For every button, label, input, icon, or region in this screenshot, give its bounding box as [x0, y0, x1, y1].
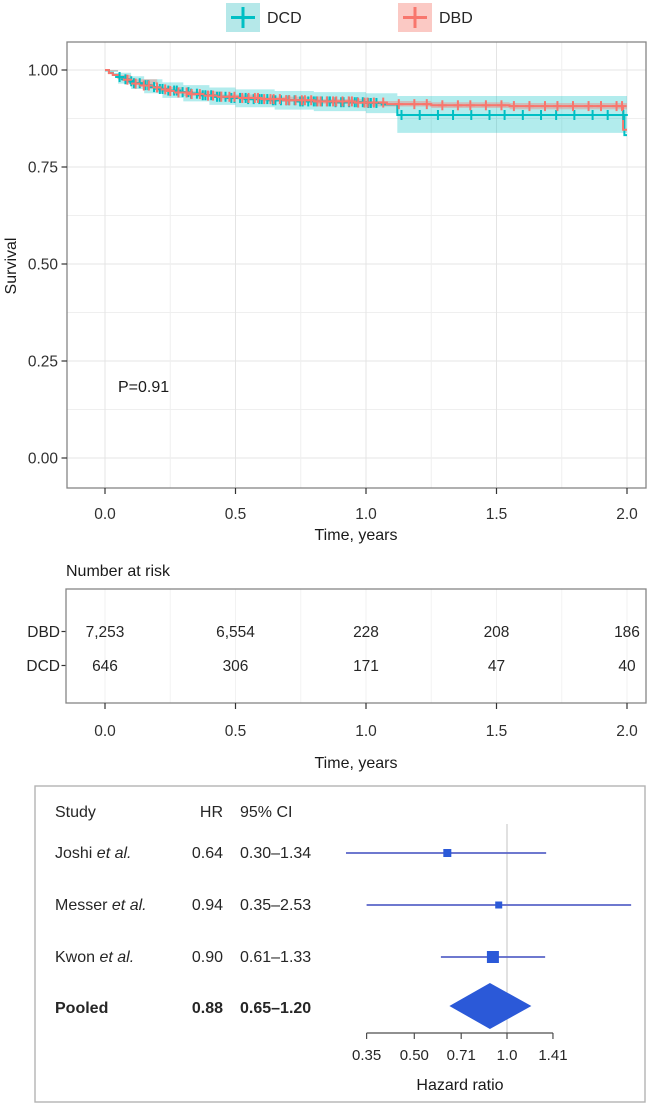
study-hr: 0.90: [192, 949, 223, 966]
panel-border: [66, 41, 647, 489]
pooled-ci: 0.65–1.20: [240, 1000, 311, 1017]
study-label: Messer et al.: [55, 897, 147, 914]
risk-count: 186: [614, 624, 640, 641]
legend-item-dcd: DCD: [226, 3, 302, 32]
pooled-diamond: [449, 983, 532, 1029]
risk-panel: [66, 589, 646, 703]
forest-col-hr: HR: [200, 804, 223, 821]
risk-table-title: Number at risk: [66, 563, 171, 580]
y-tick-label: 0.00: [28, 451, 59, 468]
plot-panel: [67, 42, 646, 488]
p-value-label: P=0.91: [118, 379, 169, 396]
forest-col-study: Study: [55, 804, 96, 821]
study-ci: 0.61–1.33: [240, 949, 311, 966]
risk-count: 6,554: [216, 624, 255, 641]
risk-count: 306: [223, 658, 249, 675]
study-hr: 0.64: [192, 845, 223, 862]
legend-label-dbd: DBD: [439, 10, 473, 27]
x-axis-title: Time, years: [315, 755, 398, 772]
hr-point: [486, 951, 499, 963]
risk-count: 208: [484, 624, 510, 641]
x-tick-label: 2.0: [616, 506, 638, 523]
hr-point: [495, 901, 503, 909]
study-ci: 0.35–2.53: [240, 897, 311, 914]
y-tick-label: 0.25: [28, 354, 58, 371]
km-survival-plot: 0.00 0.25 0.50 0.75 1.00 0.0 0.5 1.0 1.5 2.0 DCD …: [3, 3, 647, 544]
x-tick-label: 2.0: [616, 723, 638, 740]
x-tick-label: 1.5: [486, 723, 508, 740]
x-tick-label: 1.0: [355, 506, 377, 523]
forest-tick-label: 0.35: [352, 1047, 381, 1064]
censor-marks-dbd: [122, 74, 627, 112]
x-tick-label: 0.0: [94, 723, 116, 740]
risk-count: 7,253: [86, 624, 125, 641]
risk-row-label-dcd: DCD: [26, 658, 60, 675]
study-ci: 0.30–1.34: [240, 845, 311, 862]
forest-plot: Joshi et al. 0.64 0.30–1.34 Messer et al. 0.…: [34, 785, 646, 1103]
y-tick-label: 0.50: [28, 257, 59, 274]
x-tick-label: 1.0: [355, 723, 377, 740]
risk-count: 646: [92, 658, 118, 675]
y-tick-label: 1.00: [28, 63, 59, 80]
forest-x-axis-title: Hazard ratio: [416, 1077, 503, 1094]
study-hr: 0.94: [192, 897, 223, 914]
x-tick-label: 0.5: [225, 506, 247, 523]
forest-generated: Joshi et al. 0.64 0.30–1.34 Messer et al. 0.…: [55, 824, 632, 1064]
forest-tick-label: 0.50: [400, 1047, 429, 1064]
pooled-label: Pooled: [55, 1000, 108, 1017]
x-axis-title: Time, years: [315, 527, 398, 544]
forest-tick-label: 1.41: [538, 1047, 567, 1064]
pooled-hr: 0.88: [192, 1000, 223, 1017]
forest-tick-label: 1.0: [497, 1047, 518, 1064]
risk-count: 171: [353, 658, 379, 675]
x-tick-label: 0.0: [94, 506, 116, 523]
risk-count: 228: [353, 624, 379, 641]
study-label: Joshi et al.: [55, 845, 131, 862]
risk-row-label-dbd: DBD: [27, 624, 60, 641]
y-axis-title: Survival: [3, 238, 20, 295]
number-at-risk-table: 7,253 6,554 228 208 186 646 306 171 47 40 0.0 0.5 1.…: [26, 563, 647, 772]
hr-point: [443, 849, 452, 857]
risk-panel-border: [65, 588, 647, 704]
confidence-band-dbd: [105, 70, 627, 110]
legend-item-dbd: DBD: [398, 3, 473, 32]
forest-col-ci: 95% CI: [240, 804, 292, 821]
risk-generated: 7,253 6,554 228 208 186 646 306 171 47 40 0.0 0.5 1.…: [61, 588, 647, 740]
forest-tick-label: 0.71: [447, 1047, 476, 1064]
censor-cross-icon: [231, 7, 255, 28]
risk-count: 40: [618, 658, 636, 675]
legend: DCD DBD: [226, 3, 473, 32]
risk-count: 47: [488, 658, 505, 675]
x-tick-label: 0.5: [225, 723, 247, 740]
km-generated: 0.00 0.25 0.50 0.75 1.00 0.0 0.5 1.0 1.5 2.0: [28, 41, 647, 523]
forest-box: [34, 785, 646, 1103]
censor-cross-icon: [403, 7, 427, 28]
study-label: Kwon et al.: [55, 949, 134, 966]
x-tick-label: 1.5: [486, 506, 508, 523]
legend-label-dcd: DCD: [267, 10, 302, 27]
y-tick-label: 0.75: [28, 160, 58, 177]
